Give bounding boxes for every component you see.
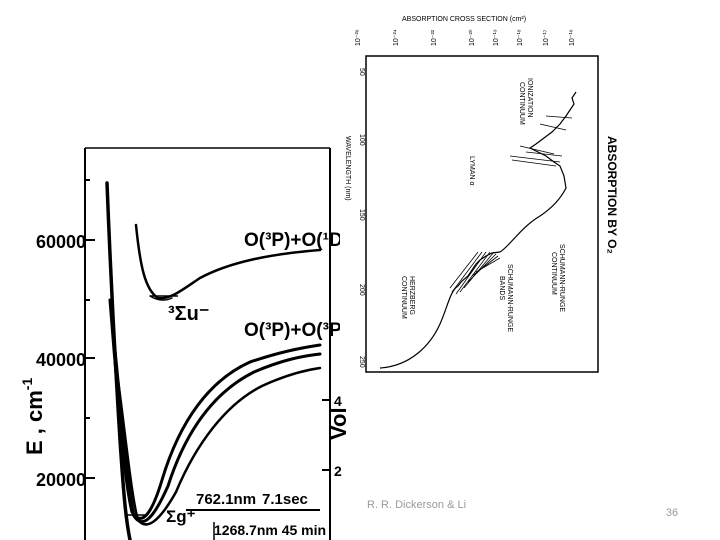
- wl-tick-50: 50: [358, 68, 365, 76]
- lower-term-label: Σg⁺: [166, 507, 196, 526]
- cross-section-ticks: 10⁻²⁶ 10⁻²⁴ 10⁻²² 10⁻²⁰ 10⁻¹⁹ 10⁻¹⁸ 10⁻¹…: [355, 29, 576, 46]
- cs-tick-4: 10⁻²⁰: [468, 29, 476, 46]
- absorption-plot-frame: [365, 55, 599, 373]
- herzberg-label-1: HERZBERG: [408, 276, 415, 315]
- absorption-plot-title: ABSORPTION BY O₂: [605, 136, 619, 254]
- lyman-label: LYMAN α: [468, 156, 475, 186]
- absorption-trace: [379, 91, 577, 369]
- cs-tick-5: 10⁻¹⁹: [493, 29, 500, 46]
- cs-tick-7: 10⁻¹⁷: [543, 29, 550, 46]
- absorption-cross-section-figure: ABSORPTION CROSS SECTION (cm²) 10⁻²⁶ 10⁻…: [340, 6, 720, 374]
- right-tick-2: 2: [334, 463, 342, 479]
- y-tick-20000: 20000: [36, 470, 86, 490]
- upper-asymptote-label: O(³P)+O(¹D): [244, 230, 349, 251]
- wl-tick-100: 100: [358, 134, 365, 146]
- schumann-continuum-label-1: SCHUMANN-RUNGE: [558, 244, 565, 312]
- ionization-structure: [509, 115, 573, 167]
- y-axis-label: E , cm-1: [19, 378, 47, 455]
- herzberg-label-2: CONTINUUM: [400, 276, 407, 319]
- cs-tick-8: 10⁻¹⁶: [569, 29, 576, 46]
- cs-tick-6: 10⁻¹⁸: [517, 29, 524, 46]
- upper-state-curve: [134, 223, 322, 300]
- schumann-continuum-label-2: CONTINUUM: [550, 252, 557, 295]
- transition-1-lifetime: 7.1sec: [262, 491, 308, 508]
- cs-tick-2: 10⁻²⁴: [393, 29, 400, 46]
- upper-state-curve-2: [149, 295, 173, 301]
- left-ticks: [85, 179, 95, 479]
- cs-tick-3: 10⁻²²: [431, 29, 438, 46]
- ground-state-curve-inner: [116, 366, 322, 526]
- ionization-label-1: IONIZATION: [526, 78, 533, 118]
- wl-tick-250: 250: [358, 356, 365, 368]
- right-ticks: [322, 399, 330, 471]
- right-tick-4: 4: [334, 393, 342, 409]
- right-axis-unit: Vol: [326, 407, 351, 440]
- upper-term-label: ³Σu⁻: [168, 303, 209, 325]
- ionization-label-2: CONTINUUM: [518, 82, 525, 125]
- ground-state-curve-mid: [112, 338, 322, 524]
- slide-number: 36: [665, 507, 679, 519]
- y-tick-40000: 40000: [36, 350, 86, 370]
- y-tick-60000: 60000: [36, 232, 86, 252]
- transition-2-label: 1268.7nm 45 min: [214, 522, 326, 538]
- wl-tick-150: 150: [358, 209, 365, 221]
- schumann-bands-label-2: BANDS: [498, 276, 505, 300]
- schumann-bands-label-1: SCHUMANN-RUNGE: [506, 264, 513, 332]
- author-credit: R. R. Dickerson & Li: [367, 499, 467, 511]
- wavelength-axis-label: WAVELENGTH (nm): [344, 136, 351, 201]
- schumann-runge-bands: [449, 251, 501, 295]
- cs-tick-1: 10⁻²⁶: [355, 29, 362, 46]
- lower-asymptote-label: O(³P)+O(³P): [244, 320, 348, 341]
- wl-tick-200: 200: [358, 284, 365, 296]
- cross-section-axis-title: ABSORPTION CROSS SECTION (cm²): [402, 16, 526, 23]
- transition-1-wavelength: 762.1nm: [196, 491, 256, 508]
- ground-state-curve-outer: [108, 298, 322, 520]
